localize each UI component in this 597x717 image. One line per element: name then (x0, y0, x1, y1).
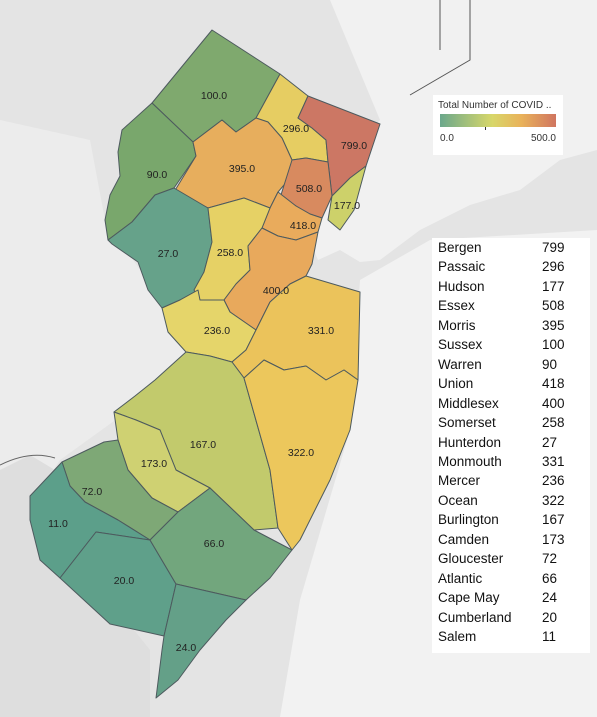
table-row: Sussex 100 (438, 337, 588, 356)
county-name: Warren (438, 356, 482, 372)
county-name: Essex (438, 298, 475, 314)
county-hudson[interactable] (327, 165, 367, 231)
value-label-monmouth: 331.0 (308, 325, 334, 337)
county-count: 20 (542, 609, 558, 625)
county-capemay[interactable] (155, 583, 247, 699)
county-count: 508 (542, 298, 565, 314)
county-name: Bergen (438, 240, 482, 255)
county-count: 177 (542, 278, 565, 294)
county-count: 322 (542, 492, 565, 508)
county-name: Burlington (438, 512, 499, 528)
county-count: 11 (542, 629, 557, 644)
value-label-morris: 395.0 (229, 163, 255, 175)
value-label-cumberland: 20.0 (114, 575, 135, 587)
county-count: 799 (542, 240, 565, 255)
legend-title: Total Number of COVID .. (438, 100, 552, 111)
value-label-bergen: 799.0 (341, 140, 367, 152)
table-row: Hudson 177 (438, 279, 588, 298)
county-name: Union (438, 376, 474, 392)
county-count: 66 (542, 570, 558, 586)
table-row: Warren 90 (438, 357, 588, 376)
value-label-hunterdon: 27.0 (158, 248, 179, 260)
legend-color-ramp (440, 114, 556, 127)
value-label-middlesex: 400.0 (263, 285, 289, 297)
value-label-gloucester: 72.0 (82, 486, 103, 498)
value-label-somerset: 258.0 (217, 247, 243, 259)
table-row: Bergen 799 (438, 240, 588, 259)
value-label-camden: 173.0 (141, 458, 167, 470)
county-name: Passaic (438, 259, 486, 275)
value-label-hudson: 177.0 (334, 200, 360, 212)
table-row: Essex 508 (438, 298, 588, 317)
legend-min-label: 0.0 (440, 133, 454, 144)
county-name: Salem (438, 629, 477, 644)
value-label-essex: 508.0 (296, 183, 322, 195)
table-row: Mercer 236 (438, 473, 588, 492)
table-row: Somerset 258 (438, 415, 588, 434)
value-label-ocean: 322.0 (288, 447, 314, 459)
value-label-salem: 11.0 (48, 518, 68, 530)
county-count: 418 (542, 376, 565, 392)
state-border-line (0, 454, 56, 466)
county-name: Gloucester (438, 551, 504, 567)
table-row: Morris 395 (438, 318, 588, 337)
color-legend[interactable]: Total Number of COVID .. 0.0 500.0 (433, 95, 563, 155)
table-row: Atlantic 66 (438, 571, 588, 590)
county-name: Cumberland (438, 609, 512, 625)
county-count: 331 (542, 453, 565, 469)
pennsylvania-region (0, 120, 200, 530)
county-name: Mercer (438, 473, 481, 489)
table-row: Burlington 167 (438, 512, 588, 531)
county-count: 296 (542, 259, 565, 275)
value-label-union: 418.0 (290, 220, 316, 232)
table-row: Monmouth 331 (438, 454, 588, 473)
county-name: Ocean (438, 492, 478, 508)
county-count: 72 (542, 551, 558, 567)
table-row: Salem 11 (438, 629, 588, 648)
value-label-burlington: 167.0 (190, 439, 216, 451)
table-row: Gloucester 72 (438, 551, 588, 570)
legend-max-label: 500.0 (530, 133, 556, 144)
county-count: 173 (542, 531, 565, 547)
county-name: Middlesex (438, 395, 499, 411)
county-name: Somerset (438, 415, 496, 431)
table-row: Cumberland 20 (438, 610, 588, 629)
table-row: Union 418 (438, 376, 588, 395)
value-label-passaic: 296.0 (283, 123, 309, 135)
county-count: 236 (542, 473, 565, 489)
value-label-mercer: 236.0 (204, 325, 230, 337)
legend-tick (485, 127, 486, 130)
value-label-sussex: 100.0 (201, 90, 227, 102)
county-count: 400 (542, 395, 565, 411)
county-count: 90 (542, 356, 558, 372)
table-row: Cape May 24 (438, 590, 588, 609)
table-row: Camden 173 (438, 532, 588, 551)
county-name: Monmouth (438, 453, 502, 469)
value-label-warren: 90.0 (147, 169, 168, 181)
county-count: 24 (542, 590, 558, 606)
table-row: Middlesex 400 (438, 396, 588, 415)
table-row: Passaic 296 (438, 259, 588, 278)
value-label-atlantic: 66.0 (204, 538, 225, 550)
table-row: Hunterdon 27 (438, 435, 588, 454)
county-name: Atlantic (438, 570, 483, 586)
county-count: 100 (542, 337, 565, 353)
table-row: Ocean 322 (438, 493, 588, 512)
county-ocean[interactable] (243, 359, 359, 551)
county-name: Hunterdon (438, 434, 502, 450)
county-name: Cape May (438, 590, 500, 606)
county-name: Hudson (438, 278, 485, 294)
county-count: 395 (542, 317, 565, 333)
county-name: Morris (438, 317, 476, 333)
county-name: Camden (438, 531, 490, 547)
county-name: Sussex (438, 337, 483, 353)
county-totals-table: Bergen 799 Passaic 296 Hudson 177 Essex 508 Morr… (432, 238, 590, 653)
county-count: 27 (542, 434, 558, 450)
value-label-capemay: 24.0 (176, 642, 197, 654)
state-border-line (409, 0, 471, 96)
county-count: 167 (542, 512, 565, 528)
county-count: 258 (542, 415, 565, 431)
